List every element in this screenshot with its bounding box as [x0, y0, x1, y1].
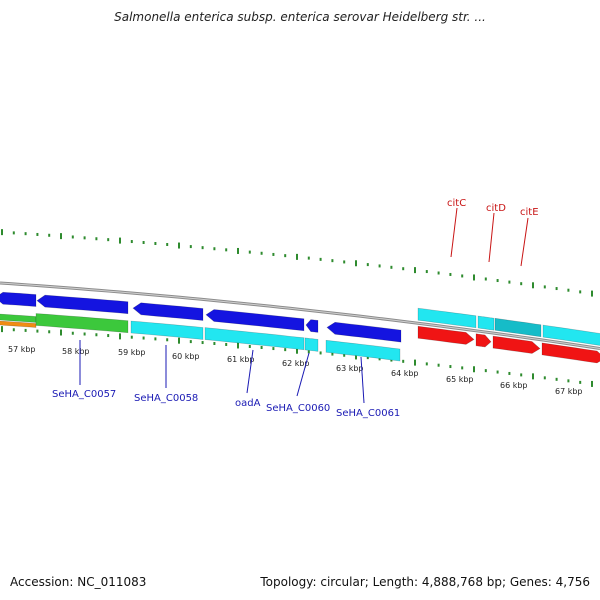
gene-label-leader — [246, 349, 254, 394]
gene-arrow-red — [492, 335, 541, 354]
gene-label: citC — [447, 198, 466, 209]
gene-arrow-red — [417, 325, 475, 345]
gene-arrow-blue — [205, 309, 305, 332]
backbone-highlight — [0, 282, 600, 349]
feature-bar-cyan — [417, 307, 477, 329]
gene-label-leader — [450, 207, 458, 258]
scale-label: 60 kbp — [172, 352, 200, 361]
gene-arrow-blue — [132, 302, 204, 321]
feature-bar-cyan — [130, 320, 204, 340]
gene-label: oadA — [235, 398, 261, 409]
accession-text: Accession: NC_011083 — [10, 575, 147, 589]
scale-label: 65 kbp — [446, 375, 474, 384]
feature-bar-orange — [0, 320, 37, 328]
scale-label: 57 kbp — [8, 345, 36, 354]
topology-text: Topology: circular; Length: 4,888,768 bp… — [260, 575, 590, 589]
gene-arrow-blue — [305, 319, 319, 333]
gene-label-leader — [296, 352, 310, 397]
gene-label: SeHA_C0060 — [266, 403, 330, 414]
feature-bar-cyan-dark — [494, 317, 542, 338]
gene-label: SeHA_C0057 — [52, 389, 116, 400]
gene-arrow-blue — [0, 291, 37, 307]
gene-label: citE — [520, 207, 539, 218]
scale-label: 61 kbp — [227, 355, 255, 364]
gene-label-leader — [360, 356, 365, 404]
feature-bar-cyan — [542, 324, 600, 346]
gene-label-leader — [488, 212, 495, 263]
gene-arrow-red — [475, 333, 492, 348]
feature-bar-green — [35, 313, 129, 334]
gene-arrow-blue — [326, 321, 402, 343]
gene-arrow-red — [541, 342, 600, 364]
gene-arrow-blue — [36, 294, 129, 315]
gene-label: SeHA_C0061 — [336, 408, 400, 419]
scale-label: 58 kbp — [62, 347, 90, 356]
scale-label: 59 kbp — [118, 348, 146, 357]
feature-bar-cyan — [325, 339, 401, 362]
feature-bar-cyan — [204, 327, 305, 351]
gene-label: SeHA_C0058 — [134, 393, 198, 404]
feature-bar-cyan — [304, 337, 319, 352]
feature-bar-cyan — [477, 315, 495, 331]
gene-label-leader — [520, 217, 529, 267]
scale-label: 62 kbp — [282, 359, 310, 368]
scale-label: 63 kbp — [336, 364, 364, 373]
scale-label: 64 kbp — [391, 369, 419, 378]
map-title: Salmonella enterica subsp. enterica sero… — [114, 10, 486, 24]
scale-label: 66 kbp — [500, 381, 528, 390]
scale-label: 67 kbp — [555, 387, 583, 396]
gene-label: citD — [486, 203, 506, 214]
